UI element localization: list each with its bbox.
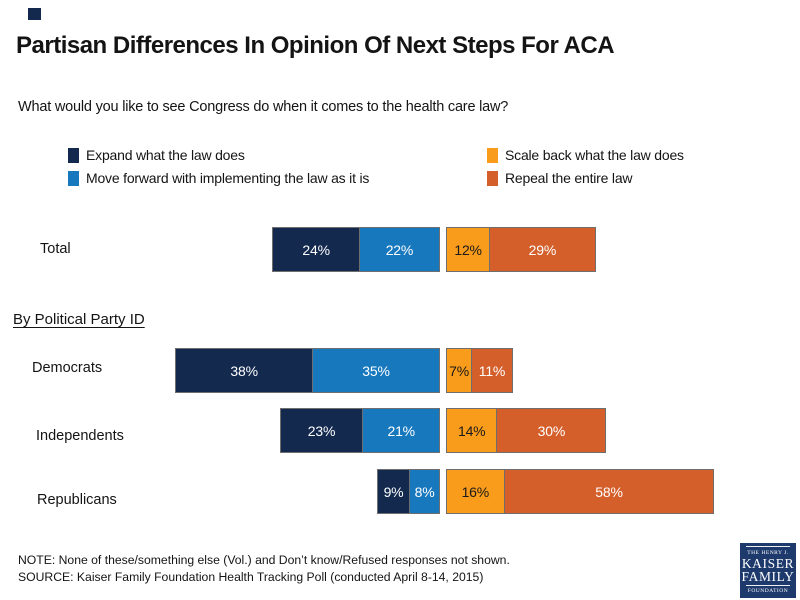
bar-segment-dark_orange: 30% — [497, 409, 606, 452]
bar-segment-blue: 35% — [313, 349, 439, 392]
logo-line-family: FAMILY — [741, 569, 795, 584]
bar-segment-dark_orange: 29% — [490, 228, 595, 271]
legend-label: Scale back what the law does — [505, 147, 684, 163]
logo-rule — [746, 585, 790, 586]
legend-label: Move forward with implementing the law a… — [86, 170, 370, 186]
legend-swatch-dark-orange-icon — [487, 170, 498, 186]
left-bar-group: 24% 22% — [272, 227, 440, 272]
bar-segment-navy: 38% — [176, 349, 313, 392]
right-bar-group: 16% 58% — [446, 469, 715, 514]
bar-segment-orange: 14% — [447, 409, 498, 452]
bar-segment-blue: 22% — [359, 228, 439, 271]
page-title: Partisan Differences In Opinion Of Next … — [16, 32, 615, 59]
logo-line-foundation: FOUNDATION — [747, 588, 789, 594]
bar-segment-orange: 7% — [447, 349, 473, 392]
bar-segment-navy: 24% — [273, 228, 360, 271]
logo-line-henry: THE HENRY J. — [747, 550, 789, 556]
right-bar-group: 12% 29% — [446, 227, 596, 272]
right-bar-group: 7% 11% — [446, 348, 513, 393]
legend-swatch-navy-icon — [68, 147, 79, 163]
chart-row-republicans: Republicans 9% 8% 16% 58% — [0, 469, 800, 514]
row-label: Independents — [36, 428, 124, 444]
kff-logo: THE HENRY J. KAISER FAMILY FOUNDATION — [740, 543, 796, 598]
bar-segment-blue: 21% — [363, 409, 439, 452]
bar-segment-dark_orange: 58% — [504, 470, 714, 513]
bar-segment-blue: 8% — [410, 470, 439, 513]
left-bar-group: 9% 8% — [376, 469, 440, 514]
chart-row-total: Total 24% 22% 12% 29% — [0, 227, 800, 272]
legend-item-expand: Expand what the law does — [68, 147, 245, 163]
logo-line-kaiser: KAISER — [741, 556, 795, 571]
bar-segment-dark_orange: 11% — [472, 349, 512, 392]
logo-rule — [746, 546, 790, 547]
source-text: SOURCE: Kaiser Family Foundation Health … — [18, 570, 484, 584]
note-text: NOTE: None of these/something else (Vol.… — [18, 553, 510, 567]
row-label: Democrats — [32, 360, 103, 376]
bar-segment-orange: 12% — [447, 228, 491, 271]
legend-label: Expand what the law does — [86, 147, 245, 163]
bar-segment-navy: 23% — [280, 409, 364, 452]
bar-segment-navy: 9% — [377, 470, 411, 513]
legend-item-move-forward: Move forward with implementing the law a… — [68, 170, 369, 186]
corner-marker — [28, 8, 41, 20]
chart-row-democrats: Democrats 38% 35% 7% 11% — [0, 348, 800, 393]
left-bar-group: 38% 35% — [175, 348, 440, 393]
legend-item-scale-back: Scale back what the law does — [487, 147, 684, 163]
row-label: Total — [40, 241, 71, 257]
bar-segment-orange: 16% — [447, 470, 505, 513]
legend-item-repeal: Repeal the entire law — [487, 170, 633, 186]
left-bar-group: 23% 21% — [279, 408, 440, 453]
chart-row-independents: Independents 23% 21% 14% 30% — [0, 408, 800, 453]
row-label: Republicans — [37, 492, 117, 508]
right-bar-group: 14% 30% — [446, 408, 607, 453]
legend-swatch-orange-icon — [487, 147, 498, 163]
legend-label: Repeal the entire law — [505, 170, 633, 186]
section-heading: By Political Party ID — [13, 311, 145, 328]
survey-question: What would you like to see Congress do w… — [18, 99, 509, 115]
legend-swatch-blue-icon — [68, 170, 79, 186]
